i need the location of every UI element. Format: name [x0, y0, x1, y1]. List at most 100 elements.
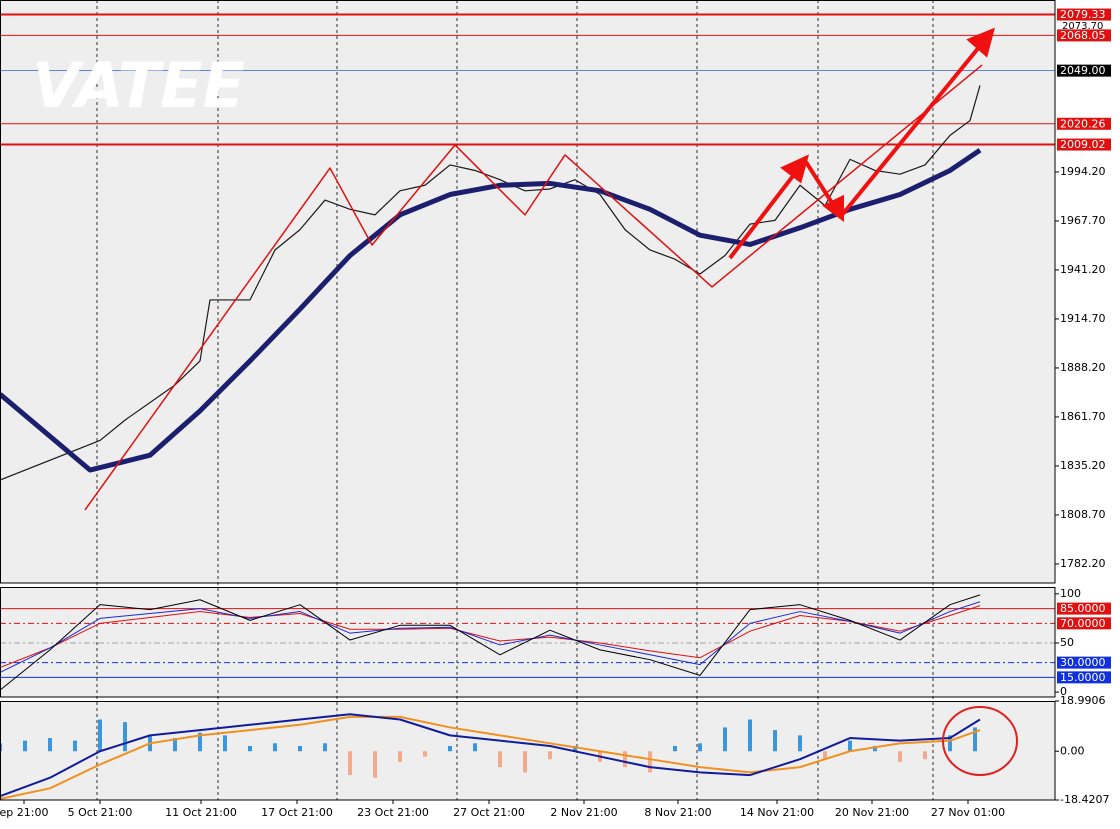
arrow-head: [966, 27, 995, 58]
histogram-bar: [823, 751, 827, 760]
y-tick-label: 1861.70: [1060, 410, 1106, 423]
histogram-bar: [673, 745, 677, 752]
x-tick-label: 23 Oct 21:00: [357, 806, 429, 819]
level-label-box: [1057, 671, 1111, 684]
histogram-bar: [723, 727, 727, 752]
level-label-box: [1057, 617, 1111, 630]
y-tick-label: 1808.70: [1060, 508, 1106, 521]
highlight-circle: [942, 706, 1018, 776]
histogram-bar: [923, 751, 927, 760]
histogram-bar: [748, 719, 752, 752]
level-label-box: [1057, 656, 1111, 669]
arrow-line: [840, 44, 982, 217]
y-tick-label: 50: [1060, 636, 1074, 649]
histogram-bar: [498, 751, 502, 768]
level-label-box: [1057, 29, 1111, 42]
histogram-bar: [73, 740, 77, 752]
y-tick-label: 0: [1060, 685, 1067, 698]
histogram-bar: [798, 735, 802, 752]
x-tick-label: 5 Oct 21:00: [68, 806, 133, 819]
histogram-bar: [398, 751, 402, 762]
histogram-bar: [198, 732, 202, 752]
histogram-bar: [123, 722, 127, 752]
histogram-bar: [448, 745, 452, 752]
price-panel: [0, 0, 1055, 583]
series-line: [0, 605, 981, 669]
histogram-bar: [623, 751, 627, 768]
level-label-box: [1057, 117, 1111, 130]
level-label: 2079.33: [1060, 8, 1106, 21]
histogram-bar: [423, 751, 427, 757]
panel-borders: [0, 0, 1056, 801]
series-line: [0, 601, 981, 673]
x-tick-label: 11 Oct 21:00: [165, 806, 237, 819]
histogram-bar: [348, 751, 352, 776]
annotation-arrows: [728, 27, 995, 260]
histogram-bar: [873, 745, 877, 752]
histogram-bar: [898, 751, 902, 762]
histogram-bar: [98, 719, 102, 752]
histogram-bar: [973, 727, 977, 752]
histogram-bar: [248, 745, 252, 752]
histogram-bar: [648, 751, 652, 773]
y-tick-label: 1782.20: [1060, 557, 1106, 570]
x-tick-label: ep 21:00: [0, 806, 48, 819]
histogram-bar: [273, 743, 277, 752]
histogram-bar: [573, 745, 577, 752]
histogram-bar: [848, 740, 852, 752]
level-label-box: [1057, 8, 1111, 21]
histogram-bar: [48, 738, 52, 752]
border: [0, 0, 1056, 584]
level-label: 85.0000: [1060, 602, 1106, 615]
y-tick-label: -18.4207: [1060, 793, 1109, 806]
border: [0, 587, 1056, 698]
x-tick-label: 8 Nov 21:00: [644, 806, 711, 819]
arrow-line: [804, 160, 836, 208]
x-tick-label: 14 Nov 21:00: [740, 806, 814, 819]
level-label-box: [1057, 64, 1111, 77]
level-label: 2068.05: [1060, 29, 1106, 42]
histogram-bar: [173, 738, 177, 752]
y-tick-label: 1967.70: [1060, 214, 1106, 227]
histogram-bar: [773, 730, 777, 752]
histogram-bar: [698, 743, 702, 752]
series-line: [0, 715, 981, 800]
x-tick-label: 2 Nov 21:00: [550, 806, 617, 819]
series-line: [0, 713, 981, 798]
y-tick-label: 0.00: [1060, 744, 1085, 757]
histogram-bar: [23, 740, 27, 752]
level-label: 15.0000: [1060, 671, 1106, 684]
y-tick-label: 1835.20: [1060, 459, 1106, 472]
y-tick-label: 100: [1060, 587, 1081, 600]
x-tick-label: 27 Nov 01:00: [931, 806, 1005, 819]
watermark: VATEE: [32, 49, 245, 122]
histogram-bar: [373, 751, 377, 778]
level-label: 2009.02: [1060, 138, 1106, 151]
y-tick-label: 18.9906: [1060, 694, 1106, 707]
y-tick-label: 1914.70: [1060, 312, 1106, 325]
histogram-bar: [323, 743, 327, 752]
histogram-bar: [948, 735, 952, 752]
histogram-bar: [523, 751, 527, 773]
level-label: 2020.26: [1060, 117, 1106, 130]
histogram-bar: [298, 745, 302, 752]
series-line: [0, 594, 981, 691]
x-tick-label: 27 Oct 21:00: [453, 806, 525, 819]
level-label: 70.0000: [1060, 617, 1106, 630]
histogram-bar: [548, 751, 552, 760]
level-label-box: [1057, 602, 1111, 615]
level-label-box: [1057, 138, 1111, 151]
level-label: 30.0000: [1060, 656, 1106, 669]
arrow-head: [822, 194, 844, 222]
hidden-level-label: 2073.70: [1062, 21, 1103, 32]
plot-layer: 1782.20 1808.70 1835.20 1861.70 1888.20 1914.…: [0, 0, 1111, 819]
histogram-bar: [473, 743, 477, 752]
y-tick-label: 1994.20: [1060, 165, 1106, 178]
histogram-bar: [223, 735, 227, 752]
x-tick-label: 17 Oct 21:00: [261, 806, 333, 819]
series-line: [84, 64, 983, 511]
y-tick-label: 1941.20: [1060, 263, 1106, 276]
rsi-panel: [0, 587, 1055, 697]
